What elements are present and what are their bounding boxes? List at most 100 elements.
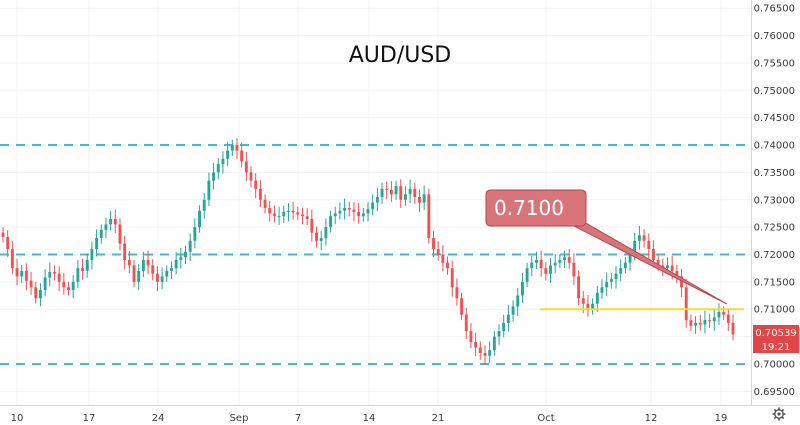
candle-body (464, 314, 468, 332)
candle-body (375, 197, 379, 203)
candle-body (525, 268, 529, 282)
candle-body (436, 249, 440, 255)
candle-body (712, 317, 716, 322)
gear-icon[interactable] (772, 407, 786, 421)
candle-body (235, 145, 239, 151)
candle-body (418, 197, 421, 203)
candle-body (90, 249, 94, 260)
candle-body (666, 265, 669, 269)
candle-body (689, 320, 693, 326)
candle-body (637, 235, 641, 241)
candle-body (619, 268, 623, 274)
candle-body (506, 314, 510, 323)
y-tick-label: 0.75500 (754, 58, 795, 69)
candle-body (694, 322, 698, 326)
candle-body (535, 259, 538, 263)
candle-body (268, 207, 272, 214)
price-callout[interactable]: 0.7100 (485, 189, 728, 305)
candle-body (394, 186, 398, 195)
candle-body (586, 303, 590, 310)
y-tick-label: 0.72500 (754, 223, 795, 234)
candle-body (170, 268, 173, 271)
candle-body (656, 259, 660, 266)
candle-body (432, 238, 435, 250)
candle-body (455, 287, 459, 299)
candle-body (1, 232, 5, 237)
candle-body (478, 347, 482, 354)
candle-body (511, 306, 515, 315)
candle-body (221, 158, 225, 165)
candle-body (277, 216, 281, 218)
candle-body (319, 238, 323, 241)
candle-body (544, 268, 548, 274)
candle-body (315, 232, 318, 241)
candle-body (6, 236, 10, 250)
price-axis[interactable]: 0.76500 0.76000 0.75500 0.75000 0.74500 0.740… (754, 4, 795, 398)
candle-body (670, 265, 674, 271)
candles (1, 138, 735, 366)
candle-body (62, 281, 66, 288)
y-tick-label: 0.70000 (754, 359, 795, 370)
y-tick-label: 0.69500 (754, 387, 795, 398)
candle-body (85, 259, 89, 271)
candle-body (174, 259, 178, 269)
candle-body (338, 210, 342, 214)
candle-body (614, 273, 618, 280)
candle-body (151, 265, 155, 274)
candle-body (352, 209, 356, 212)
x-tick-label: Sep (230, 413, 249, 424)
candle-body (310, 218, 314, 233)
candle-body (427, 194, 431, 239)
candle-body (680, 276, 683, 288)
y-tick-label: 0.76000 (754, 31, 795, 42)
candle-body (146, 259, 150, 266)
candle-body (296, 212, 300, 215)
candle-body (558, 259, 562, 263)
candle-body (675, 270, 679, 277)
callout-box (485, 189, 587, 227)
candle-body (623, 262, 627, 269)
candle-body (263, 199, 267, 208)
candle-body (291, 210, 295, 213)
candle-body (301, 214, 304, 217)
candle-body (563, 257, 566, 260)
candle-body (113, 218, 117, 225)
candle-body (216, 164, 220, 173)
candle-body (104, 224, 108, 230)
candle-body (347, 207, 351, 210)
candle-body (553, 262, 557, 266)
candle-body (530, 262, 534, 269)
candle-body (549, 265, 552, 274)
candle-body (698, 322, 702, 325)
x-tick-label: 10 (11, 413, 24, 424)
callout-text: 0.7100 (494, 196, 564, 220)
candle-body (446, 262, 450, 269)
candle-body (282, 211, 286, 217)
candle-body (684, 287, 688, 321)
candle-body (99, 229, 103, 239)
x-tick-label: 14 (363, 413, 376, 424)
candle-body (38, 290, 42, 299)
candle-body (731, 322, 735, 335)
x-tick-label: 7 (295, 413, 301, 424)
candle-body (179, 257, 183, 260)
candle-body (581, 298, 585, 304)
x-tick-label: 17 (83, 413, 96, 424)
candle-body (403, 194, 407, 200)
x-tick-label: 12 (645, 413, 658, 424)
candle-body (254, 180, 258, 189)
y-tick-label: 0.71000 (754, 305, 795, 316)
candle-body (497, 331, 501, 337)
y-tick-label: 0.75000 (754, 86, 795, 97)
candle-body (708, 320, 712, 322)
candle-body (343, 207, 347, 211)
candle-body (57, 273, 61, 282)
level-lines (0, 144, 751, 365)
candle-body (244, 161, 248, 173)
time-axis[interactable]: 10 17 24 Sep 7 14 21 Oct 12 19 (11, 413, 728, 424)
candle-body (24, 270, 28, 281)
candle-body (502, 322, 506, 332)
candle-body (249, 172, 253, 181)
